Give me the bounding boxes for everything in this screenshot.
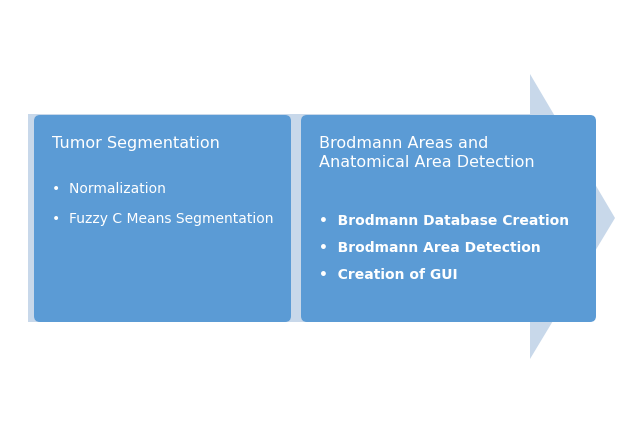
Text: Brodmann Areas and
Anatomical Area Detection: Brodmann Areas and Anatomical Area Detec… — [319, 136, 534, 169]
Text: •  Normalization: • Normalization — [52, 181, 166, 196]
FancyBboxPatch shape — [34, 116, 291, 322]
Text: •  Brodmann Area Detection: • Brodmann Area Detection — [319, 240, 541, 254]
FancyBboxPatch shape — [301, 116, 596, 322]
Text: Tumor Segmentation: Tumor Segmentation — [52, 136, 220, 151]
Polygon shape — [28, 75, 615, 359]
Text: •  Creation of GUI: • Creation of GUI — [319, 267, 458, 281]
Text: •  Fuzzy C Means Segmentation: • Fuzzy C Means Segmentation — [52, 211, 273, 226]
Text: •  Brodmann Database Creation: • Brodmann Database Creation — [319, 214, 569, 227]
